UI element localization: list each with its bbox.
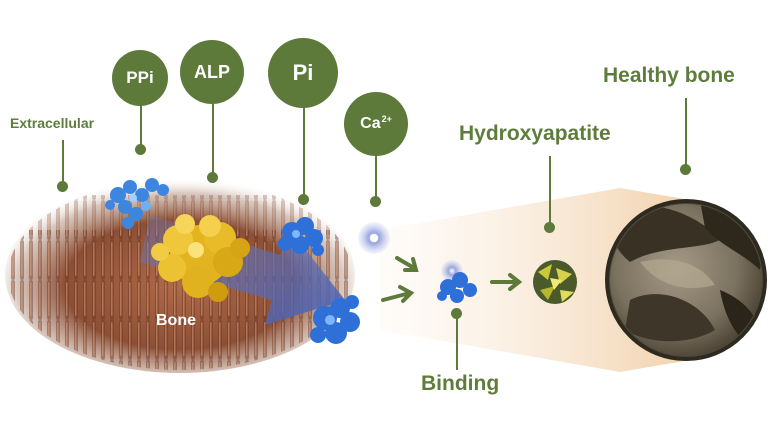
calcium-leader — [375, 156, 377, 200]
hydroxyapatite-label: Hydroxyapatite — [459, 122, 611, 145]
alp-leader — [212, 104, 214, 176]
binding-complex-icon — [437, 260, 477, 303]
ppi-dot — [135, 144, 146, 155]
alp-bubble: ALP — [180, 40, 244, 104]
ppi-leader — [140, 104, 142, 148]
ppi-bubble: PPi — [112, 50, 168, 106]
healthy-bone-label: Healthy bone — [603, 64, 735, 87]
binding-arrows — [381, 256, 523, 303]
healthy-bone-icon — [605, 199, 767, 361]
pi-protein-icon — [278, 217, 324, 256]
binding-leader — [456, 314, 458, 370]
hydroxyapatite-dot — [544, 222, 555, 233]
alp-dot — [207, 172, 218, 183]
extracellular-leader — [62, 140, 64, 186]
calcium-ion-icon — [358, 222, 390, 254]
pi-label: Pi — [292, 60, 314, 85]
calcium-dot — [370, 196, 381, 207]
calcium-label: Ca — [360, 115, 381, 132]
pi-dot — [298, 194, 309, 205]
pi-protein-lower-icon — [310, 295, 360, 344]
calcium-bubble: Ca 2+ — [344, 92, 408, 156]
calcium-charge: 2+ — [381, 114, 392, 124]
alp-label: ALP — [194, 61, 230, 82]
binding-label: Binding — [421, 372, 500, 395]
binding-dot — [451, 308, 462, 319]
healthy-bone-leader — [685, 98, 687, 168]
healthy-bone-dot — [680, 164, 691, 175]
extracellular-label: Extracellular — [10, 115, 95, 131]
pi-bubble: Pi — [268, 38, 338, 108]
pi-leader — [303, 106, 305, 198]
hydroxyapatite-crystal-icon — [533, 260, 577, 304]
hydroxyapatite-leader — [549, 156, 551, 226]
extracellular-dot — [57, 181, 68, 192]
bone-label: Bone — [156, 312, 196, 329]
ppi-protein-icon — [105, 178, 169, 229]
alp-protein-icon — [151, 214, 250, 302]
ppi-label: PPi — [126, 68, 154, 87]
